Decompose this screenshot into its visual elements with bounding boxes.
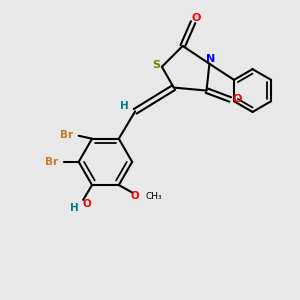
Text: H: H xyxy=(70,203,79,213)
Text: O: O xyxy=(232,94,242,104)
Text: O: O xyxy=(131,191,140,201)
Text: Br: Br xyxy=(60,130,73,140)
Text: H: H xyxy=(120,101,129,111)
Text: Br: Br xyxy=(45,158,58,167)
Text: S: S xyxy=(152,60,160,70)
Text: CH₃: CH₃ xyxy=(146,192,162,201)
Text: O: O xyxy=(191,13,201,23)
Text: N: N xyxy=(206,54,216,64)
Text: O: O xyxy=(82,200,91,209)
